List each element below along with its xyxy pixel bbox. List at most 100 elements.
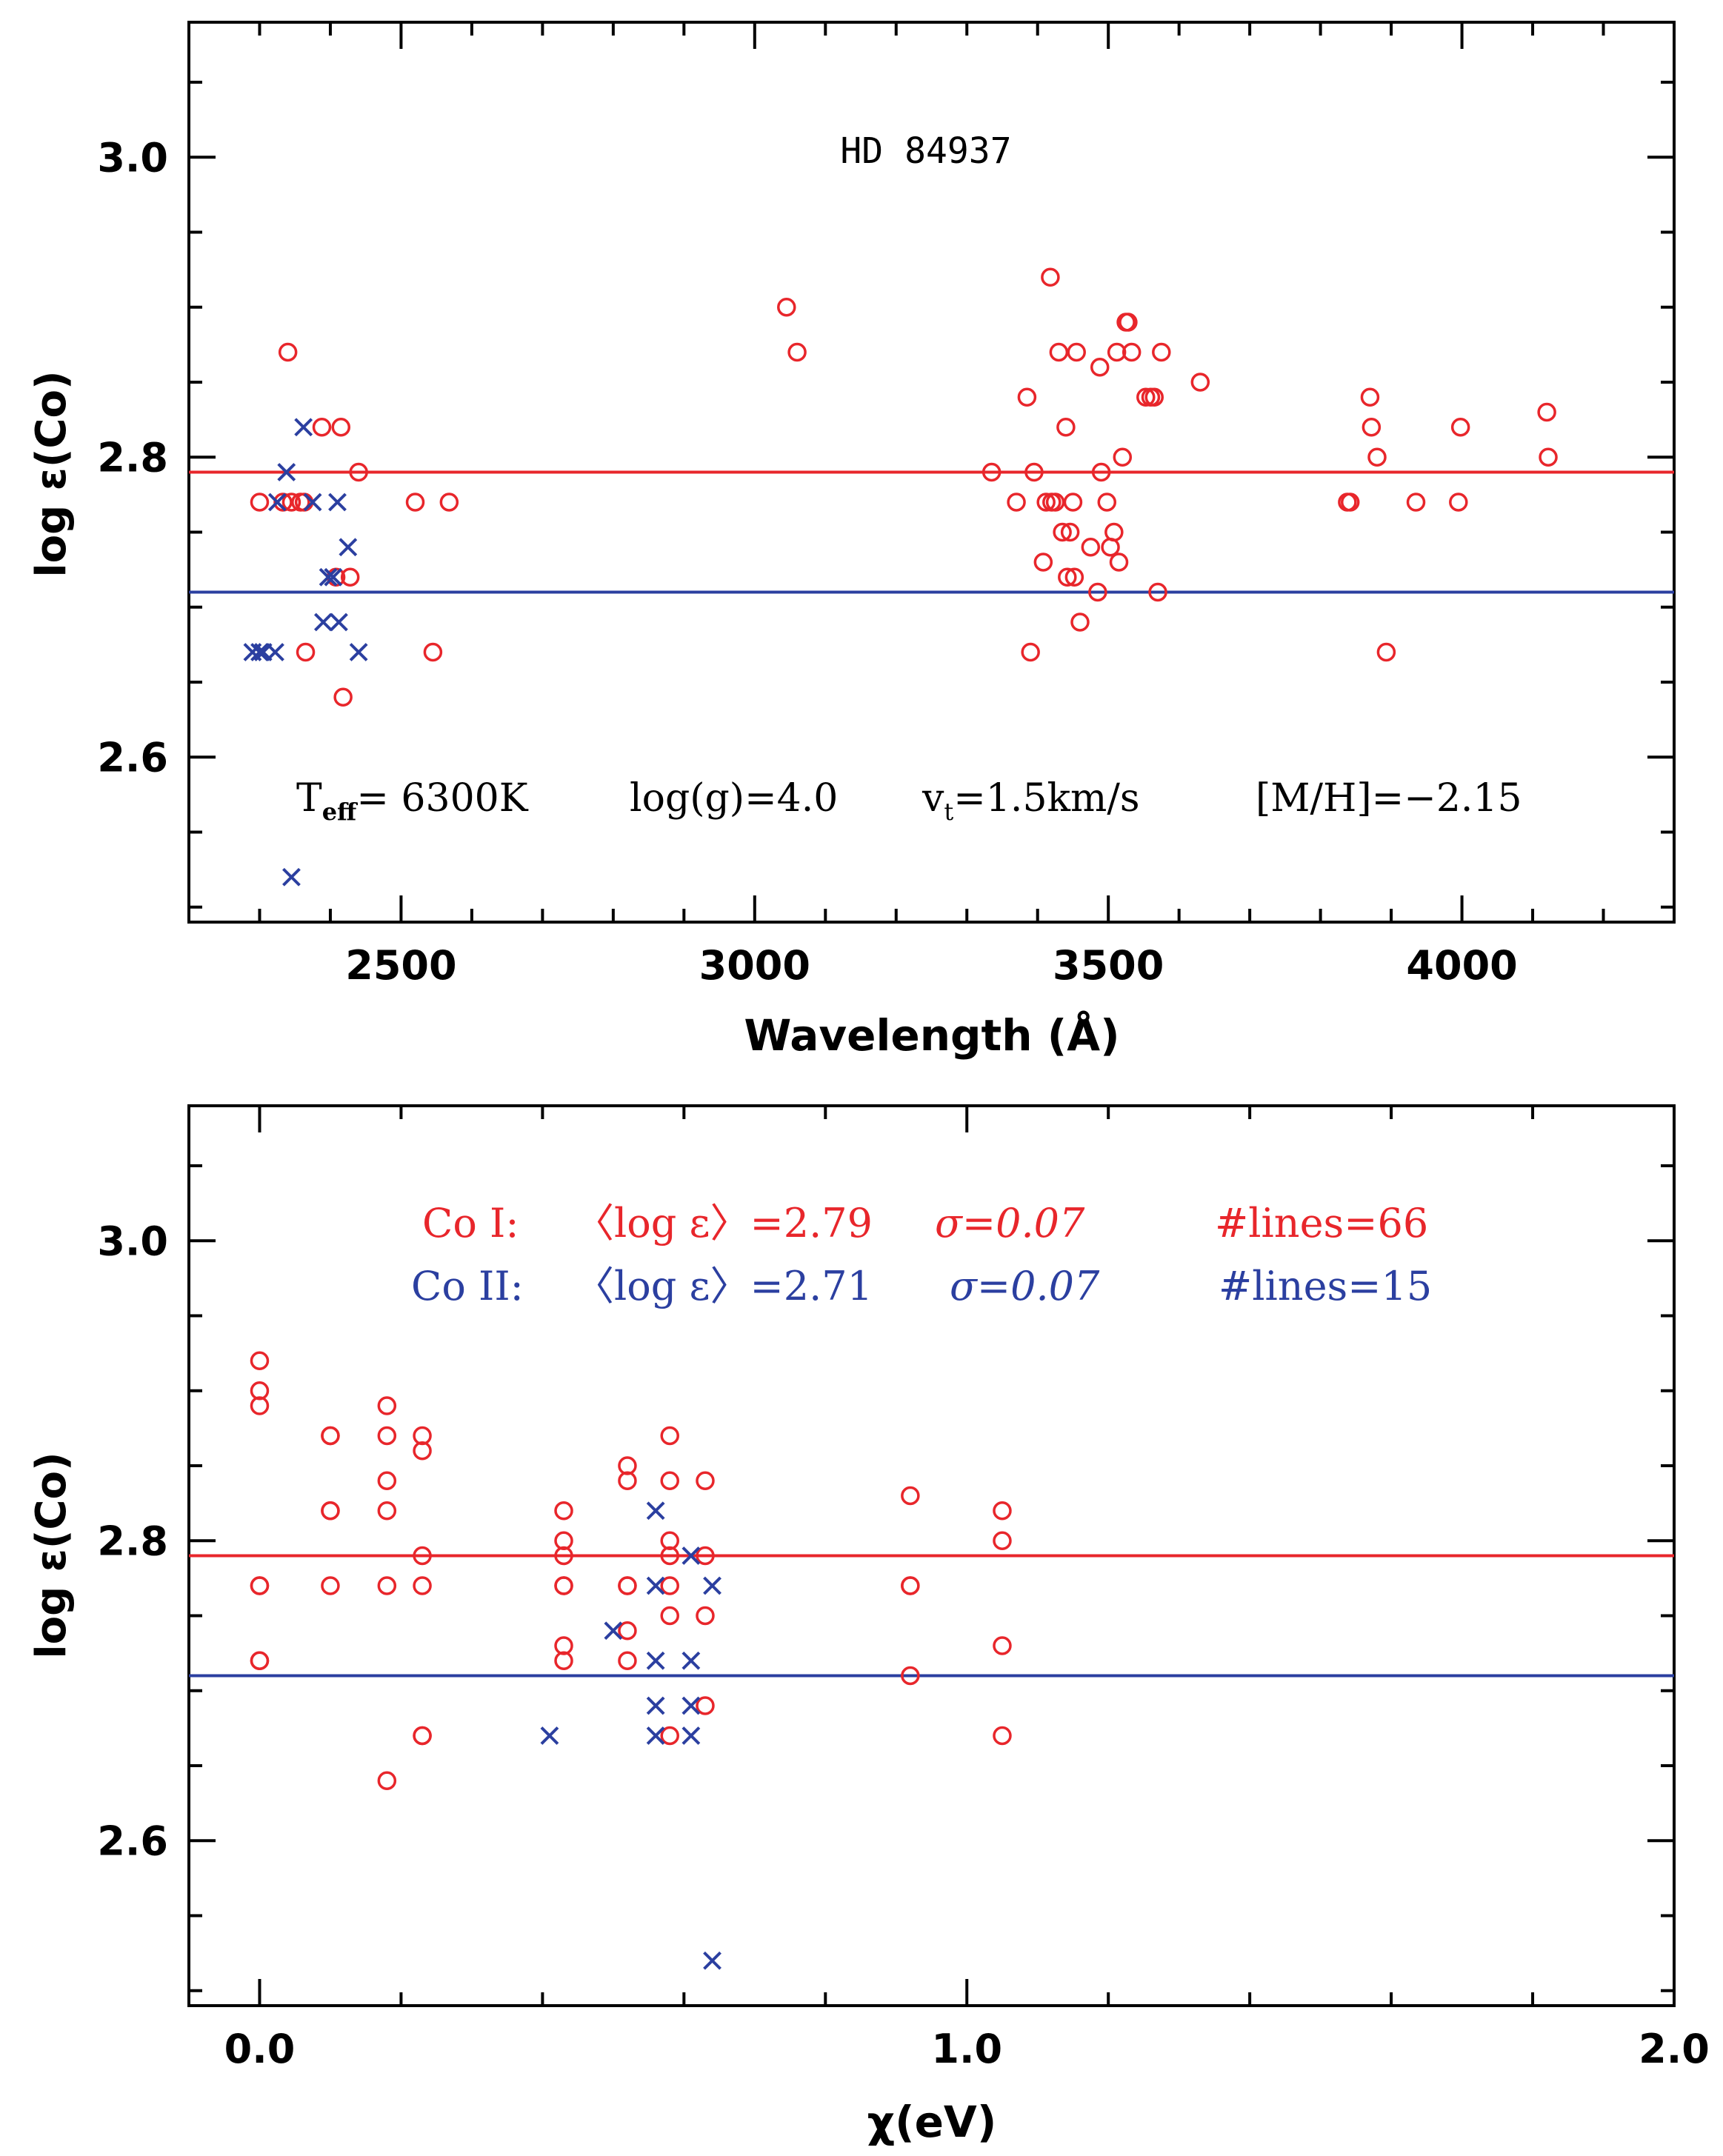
data-points (250, 1351, 1012, 1970)
co1-point (901, 1486, 920, 1506)
co1-point (1367, 447, 1387, 467)
co1-point (1537, 402, 1556, 422)
co2-stats: Co II: 〈log ε〉=2.71 σ=0.07 #lines=15 (411, 1263, 1432, 1309)
co1-point (660, 1546, 679, 1566)
co1-point (1340, 493, 1360, 512)
co1-point (1036, 493, 1056, 512)
co2-point (681, 1651, 701, 1670)
co1-point (1049, 342, 1069, 362)
co1-point (1113, 447, 1133, 467)
co2-point (646, 1651, 665, 1670)
co1-point (1056, 418, 1076, 437)
co2-point (681, 1726, 701, 1745)
co1-point (377, 1576, 397, 1595)
co2-point (294, 418, 313, 437)
co1-point (618, 1621, 637, 1641)
co1-point (777, 298, 796, 317)
co2-point (646, 1696, 665, 1715)
co1-point (377, 1471, 397, 1490)
co1-point (1024, 462, 1044, 482)
logg-label: log(g)=4.0 (630, 776, 838, 821)
co1-point (250, 493, 270, 512)
co1-point (250, 1396, 270, 1415)
co1-point (1067, 342, 1086, 362)
mean-lines (189, 1554, 1674, 1678)
co1-point (321, 1501, 340, 1521)
co2-point (646, 1726, 665, 1745)
co1-point (660, 1471, 679, 1490)
co1-point (1539, 447, 1558, 467)
co1-point (1107, 342, 1127, 362)
co2-point (250, 643, 269, 661)
co1-point (413, 1546, 432, 1566)
co1-point (618, 1651, 637, 1670)
co1-mean: 〈log ε〉=2.79 (574, 1200, 873, 1246)
co1-point (660, 1576, 679, 1595)
data-points (243, 267, 1558, 887)
co1-point (787, 342, 807, 362)
co2-point (267, 493, 287, 512)
y-tick-label: 2.8 (97, 1518, 168, 1564)
co1-point (1081, 538, 1101, 557)
co1-point (1449, 493, 1468, 512)
wavelength-panel: 2500 3000 3500 4000 2.6 2.8 3.0 HD 84937 Teff=… (27, 21, 1676, 1061)
co1-point (413, 1726, 432, 1746)
co1-stats: Co I: 〈log ε〉=2.79 σ=0.07 #lines=66 (422, 1200, 1428, 1246)
co2-point (703, 1576, 721, 1595)
co2-point (282, 867, 301, 887)
co1-point (333, 687, 353, 707)
co1-point (377, 1396, 397, 1415)
co1-point (1104, 522, 1124, 542)
mean-lines (189, 470, 1674, 594)
co1-point (1021, 642, 1040, 662)
co2-lines: #lines=15 (1219, 1263, 1432, 1309)
chart-title: HD 84937 (840, 130, 1011, 172)
co1-point (405, 493, 425, 512)
co1-point (349, 462, 368, 482)
co1-point (278, 342, 298, 362)
co1-point (1063, 493, 1083, 512)
co2-mean: 〈log ε〉=2.71 (574, 1263, 873, 1309)
co2-point (349, 643, 368, 661)
co1-sigma: σ=0.07 (935, 1200, 1085, 1246)
y-axis-label: log ε(Co) (27, 370, 76, 577)
co1-point (660, 1426, 679, 1446)
co1-point (696, 1696, 715, 1715)
co1-point (1101, 538, 1120, 557)
co1-point (993, 1531, 1012, 1550)
co1-point (993, 1501, 1012, 1521)
co1-point (312, 418, 332, 437)
y-tick-label: 2.6 (97, 734, 168, 781)
co1-point (1070, 613, 1090, 632)
co1-point (377, 1426, 397, 1446)
y-tick-label: 3.0 (97, 134, 168, 181)
co1-point (696, 1606, 715, 1626)
co1-point (1058, 567, 1077, 587)
co2-point (681, 1696, 701, 1715)
co1-point (901, 1666, 920, 1686)
co2-point (339, 538, 358, 557)
co1-point (250, 1351, 270, 1370)
co1-point (1097, 493, 1117, 512)
vt-label: vt=1.5km/s (922, 776, 1140, 826)
co2-label: Co II: (411, 1263, 524, 1309)
co1-lines: #lines=66 (1215, 1200, 1428, 1246)
co1-point (1109, 553, 1129, 572)
co1-point (554, 1651, 573, 1670)
axis-ticks: 2500 3000 3500 4000 2.6 2.8 3.0 (97, 22, 1676, 989)
co2-point (328, 493, 347, 512)
co1-point (1060, 522, 1080, 542)
co1-point (1190, 373, 1210, 392)
co2-sigma: σ=0.07 (950, 1263, 1100, 1309)
co1-point (413, 1576, 432, 1595)
co1-point (1148, 582, 1167, 602)
co1-point (377, 1771, 397, 1790)
co1-point (321, 1576, 340, 1595)
axis-ticks: 0.0 1.0 2.0 2.6 2.8 3.0 (97, 1106, 1710, 2072)
co1-point (554, 1576, 573, 1595)
co1-point (1007, 493, 1026, 512)
teff-label: Teff= 6300K (296, 776, 529, 826)
co1-point (1144, 387, 1164, 407)
co1-point (1362, 418, 1382, 437)
